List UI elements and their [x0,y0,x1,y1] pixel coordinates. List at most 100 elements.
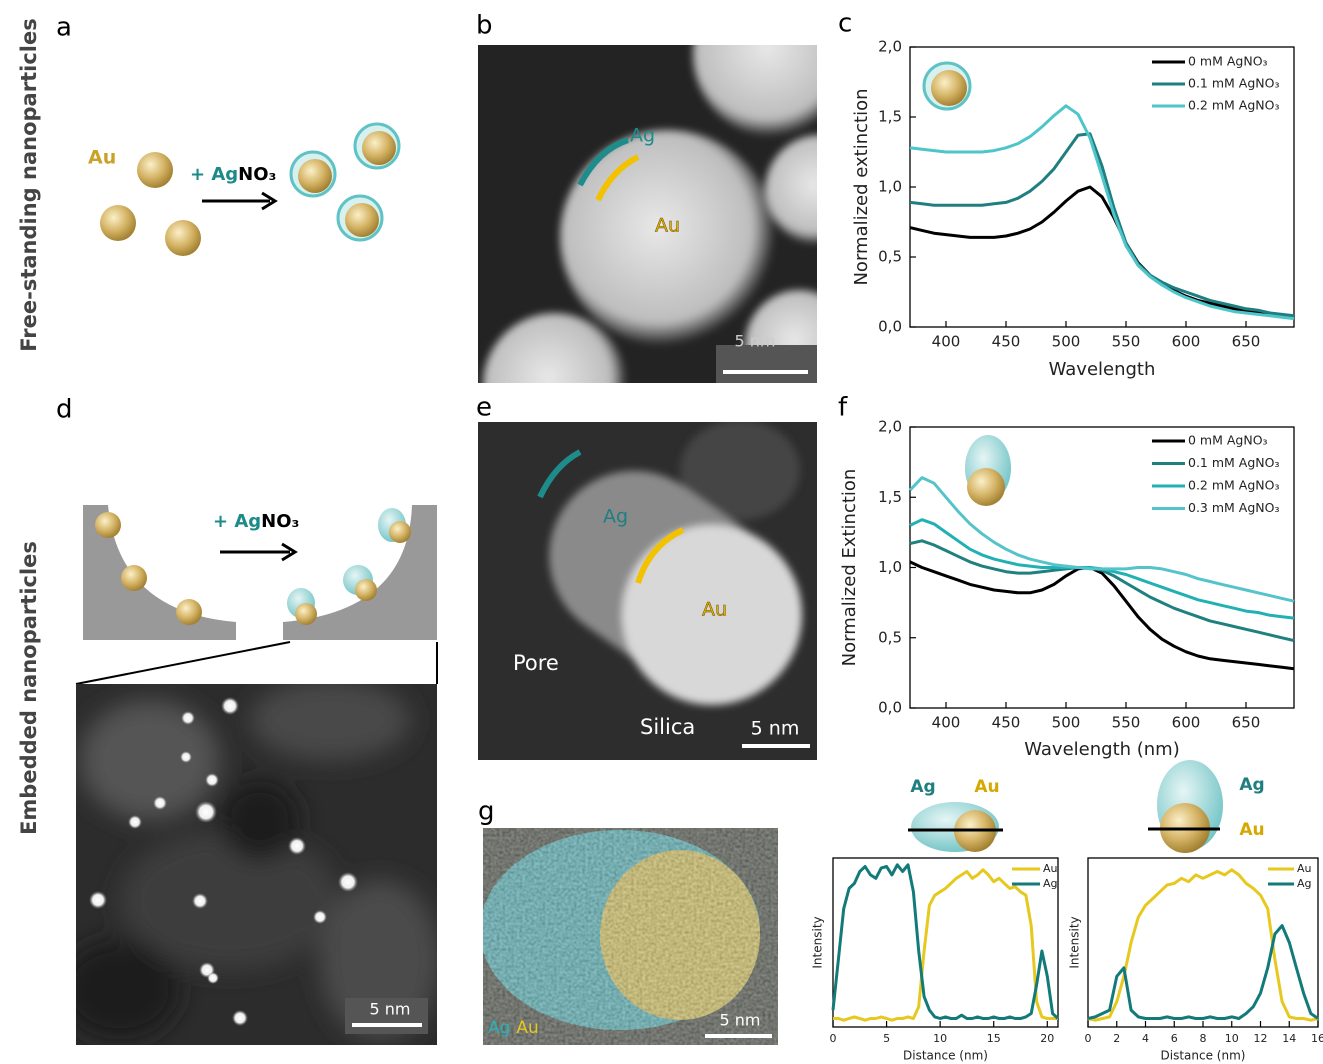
label-au: Au [655,215,680,237]
legend-label: Au [1043,862,1058,875]
legend-label: 0.2 mM AgNO₃ [1188,98,1279,113]
x-tick-label: 400 [932,333,961,351]
scale-label: 5 nm [735,332,776,351]
y-axis-label: Intensity [811,916,825,968]
chart-inset [924,63,970,109]
legend-label: Ag [1297,877,1312,890]
x-tick-label: 450 [992,714,1021,732]
reagent: + AgNO₃ [190,164,276,185]
legend-label: 0.3 mM AgNO₃ [1188,500,1279,515]
scale-label: 5 nm [751,718,800,740]
y-axis-label: Intensity [1068,916,1082,968]
core-shell [378,508,411,543]
x-tick-label: 6 [1171,1032,1178,1045]
label-au: Au [702,599,727,621]
core-shell [287,588,317,625]
core-shell [343,565,377,601]
image-d: 5 nm [60,680,440,1045]
scale-label: 5 nm [720,1011,761,1030]
y-tick-label: 1,0 [878,558,902,576]
x-tick-label: 0 [1085,1032,1092,1045]
series-line [910,562,1294,669]
row-labels: Free-standing nanoparticles Embedded nan… [17,18,41,835]
panel-letter: b [476,11,493,41]
y-tick-label: 0,5 [878,628,902,646]
x-tick-label: 550 [1112,714,1141,732]
x-tick-label: 550 [1112,333,1141,351]
x-axis-label: Wavelength [1049,359,1156,380]
label-ag: Ag [488,1018,510,1038]
core-shell [338,196,382,240]
particle [121,565,147,591]
y-axis-label: Normalized Extinction [839,469,860,667]
series-line [833,870,1058,1020]
panel-letter: c [838,9,852,39]
x-axis-label: Wavelength (nm) [1024,739,1180,760]
x-tick-label: 600 [1172,714,1201,732]
chart: 0 2 4 6 8 10 12 14 16 Distance (nm) Intensity Au Ag [1068,858,1323,1063]
x-tick-label: 2 [1113,1032,1120,1045]
reagent: + AgNO₃ [213,511,299,532]
panel-letter: d [56,395,73,425]
schematic-d: + AgNO₃ [76,505,437,684]
x-tick-label: 650 [1232,714,1261,732]
particle [95,512,121,538]
x-tick-label: 450 [992,333,1021,351]
x-tick-label: 14 [1282,1032,1296,1045]
row-label: Embedded nanoparticles [17,541,41,835]
x-tick-label: 0 [830,1032,837,1045]
y-tick-label: 2,0 [878,38,902,56]
label-ag: Ag [603,506,628,528]
y-axis-label: Normalized extinction [851,88,872,285]
legend-label: 0.1 mM AgNO₃ [1188,455,1279,470]
reagent-ag: + Ag [213,511,261,532]
core-shell [291,152,335,196]
x-tick-label: 12 [1254,1032,1268,1045]
x-tick-label: 20 [1040,1032,1054,1045]
x-tick-label: 10 [1225,1032,1239,1045]
reagent-no3: NO₃ [261,511,299,532]
x-tick-label: 650 [1232,333,1261,351]
panel-letter: g [478,797,495,827]
legend-label: Au [1297,862,1312,875]
schematic-a: Au + AgNO₃ [88,124,399,256]
y-tick-label: 2,0 [878,418,902,436]
x-axis-label: Distance (nm) [1161,1049,1246,1063]
label-ag: Ag [910,777,935,797]
series-line [910,134,1294,316]
y-tick-label: 1,5 [878,488,902,506]
y-tick-label: 1,0 [878,178,902,196]
legend-label: 0 mM AgNO₃ [1188,433,1268,448]
row-label: Free-standing nanoparticles [17,18,41,351]
reagent-ag: + Ag [190,164,238,185]
x-tick-label: 16 [1311,1032,1323,1045]
y-tick-label: 1,5 [878,108,902,126]
x-tick-label: 400 [932,714,961,732]
series-line [910,541,1294,641]
x-tick-label: 8 [1200,1032,1207,1045]
particle [165,220,201,256]
x-tick-label: 5 [883,1032,890,1045]
series-line [1088,870,1318,1020]
x-tick-label: 10 [933,1032,947,1045]
scale-box [716,345,817,383]
particle [100,205,136,241]
x-tick-label: 500 [1052,714,1081,732]
panel-letter: a [56,13,72,43]
label-au: Au [1239,820,1264,840]
y-tick-label: 0,0 [878,699,902,717]
label-au: Au [516,1018,538,1038]
panel-letter: f [838,393,848,423]
image-g: Ag Au 5 nm [480,828,778,1045]
series-line [910,106,1294,319]
legend-label: 0.1 mM AgNO₃ [1188,76,1279,91]
legend-label: 0 mM AgNO₃ [1188,54,1268,69]
x-axis-label: Distance (nm) [903,1049,988,1063]
y-tick-label: 0,5 [878,248,902,266]
y-tick-label: 0,0 [878,318,902,336]
panel-letter: e [476,393,492,423]
figure: Free-standing nanoparticles Embedded nan… [0,0,1323,1064]
chart-inset [965,435,1011,506]
x-tick-label: 4 [1142,1032,1149,1045]
label-ag: Ag [630,125,655,147]
